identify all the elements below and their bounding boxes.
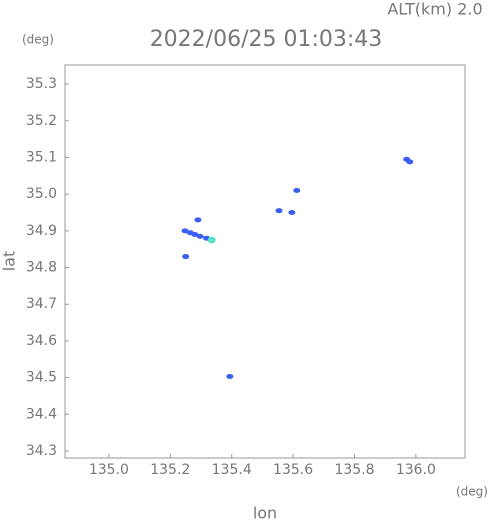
echo-point xyxy=(293,187,301,193)
x-tick-label: 135.8 xyxy=(334,462,374,478)
y-unit: (deg) xyxy=(22,33,54,47)
echo-point xyxy=(182,254,190,260)
altitude-label: ALT(km) 2.0 xyxy=(387,0,482,19)
y-tick-label: 34.6 xyxy=(26,333,57,349)
x-tick-label: 135.6 xyxy=(273,462,313,478)
x-unit: (deg) xyxy=(456,485,488,499)
y-tick-label: 35.1 xyxy=(26,149,57,165)
x-tick-label: 135.0 xyxy=(89,462,129,478)
y-tick-label: 34.9 xyxy=(26,223,57,239)
y-tick-label: 35.3 xyxy=(26,76,57,92)
x-tick-label: 135.4 xyxy=(212,462,252,478)
y-tick-label: 34.4 xyxy=(26,406,57,422)
y-tick-label: 35.0 xyxy=(26,186,57,202)
echo-point xyxy=(207,236,216,244)
echo-point xyxy=(191,232,199,238)
echo-point xyxy=(181,228,189,234)
y-tick-label: 34.8 xyxy=(26,260,57,276)
chart-title: 2022/06/25 01:03:43 xyxy=(150,27,383,52)
y-tick-label: 34.3 xyxy=(26,443,57,459)
echo-point xyxy=(275,208,283,214)
x-tick-label: 135.2 xyxy=(150,462,190,478)
echo-point xyxy=(194,217,202,223)
plot-frame xyxy=(64,64,466,459)
echo-point xyxy=(226,374,234,380)
y-tick-label: 34.7 xyxy=(26,296,57,312)
echo-point xyxy=(406,159,414,165)
x-tick-label: 136.0 xyxy=(396,462,436,478)
y-axis-label: lat xyxy=(0,251,19,272)
echo-point xyxy=(196,233,204,239)
y-tick-label: 35.2 xyxy=(26,113,57,129)
y-tick-label: 34.5 xyxy=(26,370,57,386)
x-axis-label: lon xyxy=(253,504,277,521)
echo-point xyxy=(288,210,296,216)
